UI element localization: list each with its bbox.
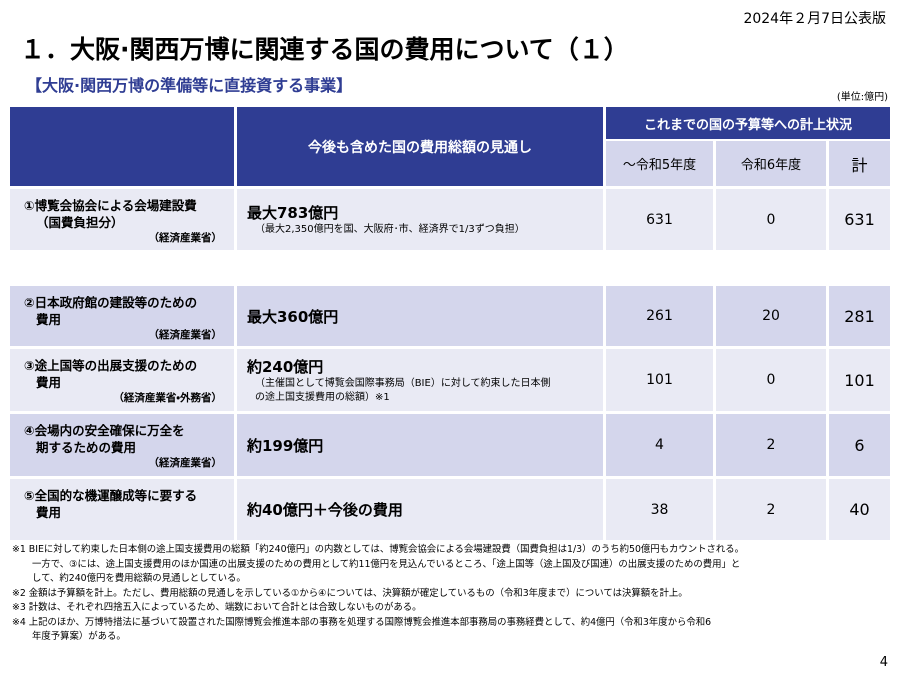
amount-note: （最大2,350億円を国、大阪府･市、経済界で1/3ずつ負担） xyxy=(255,224,525,235)
value: 101 xyxy=(606,349,713,411)
row-label: （国費負担分） xyxy=(36,215,124,230)
value: 261 xyxy=(606,286,713,346)
ministry: （経済産業省・外務省） xyxy=(113,392,222,404)
row-label: 費用 xyxy=(36,505,62,520)
row-label: 期するための費用 xyxy=(36,440,137,455)
footnote: 一方で、③には、途上国支援費用のほか国連の出展支援のための費用として約11億円を… xyxy=(32,558,741,570)
value: 0 xyxy=(716,349,826,411)
value: 20 xyxy=(716,286,826,346)
ministry: （経済産業省） xyxy=(148,329,223,341)
value: 631 xyxy=(829,189,890,250)
row-label: ①博覧会協会による会場建設費 xyxy=(24,198,197,213)
row-label: ④会場内の安全確保に万全を xyxy=(24,423,185,438)
value: 101 xyxy=(829,349,890,411)
value: 6 xyxy=(829,414,890,476)
value: 38 xyxy=(606,479,713,540)
footnote: ※2 金額は予算額を計上。ただし、費用総額の見通しを示している①から④については… xyxy=(12,587,688,599)
amount-cell: 約199億円 xyxy=(237,414,603,476)
amount-note: の途上国支援費用の総額）※1 xyxy=(255,391,390,403)
row-label: ②日本政府館の建設等のための xyxy=(24,295,198,310)
amount-note: （主催国として博覧会国際事務局（BIE）に対して約束した日本側 xyxy=(255,377,551,389)
amount: 約199億円 xyxy=(247,436,324,455)
row-label-cell: ②日本政府館の建設等のための費用 （経済産業省） xyxy=(10,286,234,346)
value: 0 xyxy=(716,189,826,250)
column-header: 計 xyxy=(829,141,890,186)
header-status: これまでの国の予算等への計上状況 xyxy=(606,107,890,139)
footnote: ※3 計数は、それぞれ四捨五入によっているため、端数において合計とは合致しないも… xyxy=(12,602,422,613)
amount: 最大783億円 xyxy=(247,204,339,222)
row-label-cell: ④会場内の安全確保に万全を期するための費用 （経済産業省） xyxy=(10,414,234,476)
ministry: （経済産業省） xyxy=(148,232,223,244)
footnote: ※4 上記のほか、万博特措法に基づいて設置された国際博覧会推進本部の事務を処理す… xyxy=(12,616,712,628)
value: 281 xyxy=(829,286,890,346)
date: 2024年２月7日公表版 xyxy=(743,11,886,27)
value: 631 xyxy=(606,189,713,250)
amount-cell: 最大783億円 （最大2,350億円を国、大阪府･市、経済界で1/3ずつ負担） xyxy=(237,189,603,250)
value: 2 xyxy=(716,479,826,540)
column-header: ～令和5年度 xyxy=(606,141,713,186)
value: 4 xyxy=(606,414,713,476)
ministry: （経済産業省） xyxy=(148,457,223,469)
row-label: 費用 xyxy=(36,375,62,390)
amount-cell: 最大360億円 xyxy=(237,286,603,346)
footnote: ※1 BIEに対して約束した日本側の途上国支援費用の総額「約240億円」の内数と… xyxy=(12,544,745,555)
value: 2 xyxy=(716,414,826,476)
row-label: ③途上国等の出展支援のための xyxy=(24,358,198,373)
column-header: 令和6年度 xyxy=(716,141,826,186)
footnote: して、約240億円を費用総額の見通しとしている。 xyxy=(32,573,246,584)
title: １．大阪·関西万博に関連する国の費用について（１） xyxy=(20,35,629,64)
amount: 最大360億円 xyxy=(247,307,339,326)
row-label-cell: ③途上国等の出展支援のための費用 （経済産業省・外務省） xyxy=(10,349,234,411)
row-label-cell: ⑤全国的な機運醸成等に要する費用 xyxy=(10,479,234,540)
header-blank xyxy=(10,107,234,186)
footnote: 年度予算案）がある。 xyxy=(32,631,126,642)
amount-cell: 約40億円＋今後の費用 xyxy=(237,479,603,540)
unit: (単位:億円) xyxy=(836,92,888,103)
amount-cell: 約240億円 （主催国として博覧会国際事務局（BIE）に対して約束した日本側 の途上… xyxy=(237,349,603,411)
header-outlook: 今後も含めた国の費用総額の見通し xyxy=(237,107,603,186)
value: 40 xyxy=(829,479,890,540)
row-label: 費用 xyxy=(36,312,62,327)
amount: 約240億円 xyxy=(247,357,324,376)
subtitle: 【大阪·関西万博の準備等に直接資する事業】 xyxy=(26,76,353,95)
amount: 約40億円＋今後の費用 xyxy=(247,501,403,519)
page-number: 4 xyxy=(879,655,888,670)
row-label: ⑤全国的な機運醸成等に要する xyxy=(24,488,198,503)
footnotes: ※1 BIEに対して約束した日本側の途上国支援費用の総額「約240億円」の内数と… xyxy=(12,543,744,645)
row-label-cell: ①博覧会協会による会場建設費 （国費負担分） （経済産業省） xyxy=(10,189,234,250)
